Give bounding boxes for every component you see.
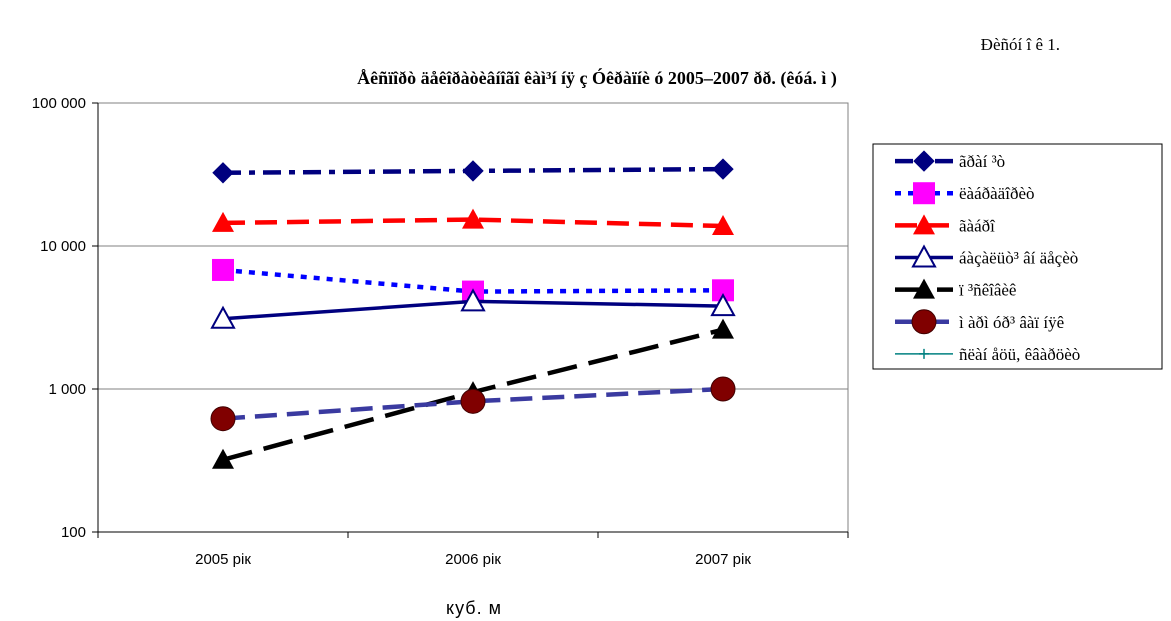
legend-label: ï ³ñêîâèê [958,281,1016,300]
legend-item: ãàáðî [895,214,996,235]
x-axis: 2005 рік 2006 рік 2007 рік [97,531,849,568]
series-line [222,386,724,421]
legend-item: ãðàí ³ò [895,150,1005,172]
legend-item: áàçàëüò³ âí äåçèò [895,244,1078,268]
data-point [712,214,734,235]
series-group [212,208,734,235]
data-point [212,211,234,232]
legend-label: ì àðì óð³ âàï íÿê [959,313,1064,332]
y-tick-label: 100 [61,524,86,541]
x-tick-label: 2006 рік [445,551,501,568]
series-layer [210,158,736,469]
legend-label: áàçàëüò³ âí äåçèò [959,249,1078,268]
data-point [212,448,234,469]
data-point [712,158,734,180]
figure-label: Ðèñóí î ê 1. [981,35,1060,54]
x-tick-label: 2005 рік [195,551,251,568]
legend-marker [913,182,935,205]
legend-label: ãðàí ³ò [959,152,1005,171]
y-tick-label: 100 000 [32,95,86,112]
legend-item: ëàáðàäîðèò [895,182,1035,205]
series-group [210,288,736,329]
data-point [460,388,486,414]
data-point [710,293,736,317]
data-point [712,279,734,302]
legend-marker [913,278,935,299]
data-point [210,406,236,432]
data-point [212,258,234,281]
legend-label: ëàáðàäîðèò [959,184,1035,203]
series-group [212,158,734,184]
y-tick-label: 1 000 [48,381,86,398]
data-point [712,318,734,339]
legend: ãðàí ³ò ëàáðàäîðèò ãàáðî áàçàëüò³ âí äåçèò ï… [872,143,1163,370]
series-line [222,217,724,229]
legend-marker [911,309,937,335]
chart-title: Åêñïîðò äåêîðàòèâíîãî êàì³í íÿ ç Óêðàїíè… [357,67,837,89]
legend-label: ãàáðî [959,216,996,235]
legend-marker [911,244,937,268]
x-axis-label: куб. м [446,598,502,618]
data-point [710,376,736,402]
legend-item: ñëàí åöü, êâàðöèò [895,345,1080,364]
data-point [462,208,484,229]
data-point [460,288,486,312]
legend-item: ï ³ñêîâèê [895,278,1016,300]
x-tick-label: 2007 рік [695,551,751,568]
legend-marker [913,214,935,235]
y-tick-label: 10 000 [40,238,86,255]
data-point [462,160,484,182]
data-point [212,162,234,184]
legend-item: ì àðì óð³ âàï íÿê [895,309,1064,335]
legend-marker [913,150,935,172]
series-group [210,376,736,432]
legend-marker [919,348,929,359]
y-axis: 100 1 000 10 000 100 000 [32,95,99,541]
data-point [210,305,236,329]
legend-label: ñëàí åöü, êâàðöèò [959,345,1080,364]
